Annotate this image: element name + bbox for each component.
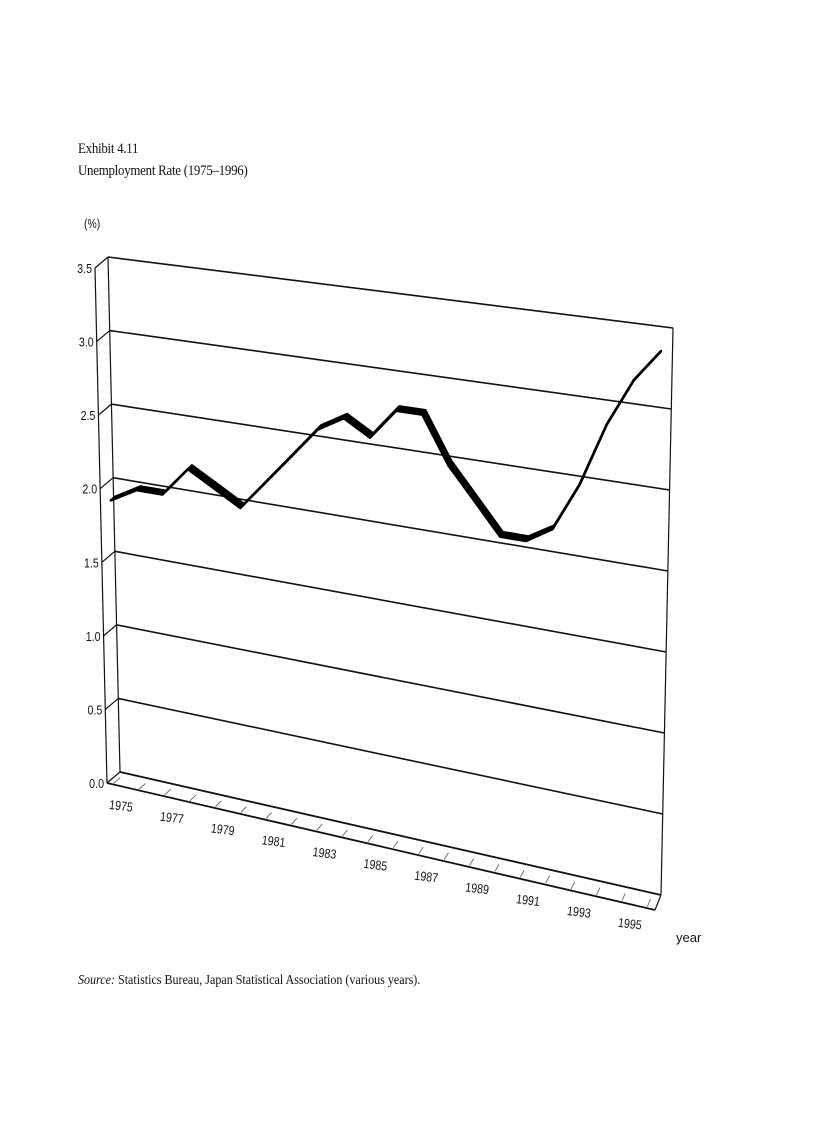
y-tick-label: 2.5	[81, 408, 96, 423]
x-tick	[265, 812, 273, 819]
x-tick-label: 1987	[414, 868, 439, 886]
x-tick	[215, 800, 222, 807]
y-tick-connector	[106, 771, 121, 784]
gridline-3.0	[109, 329, 672, 410]
y-tick-connector	[99, 477, 114, 490]
x-tick	[113, 777, 121, 784]
x-tick	[138, 783, 146, 790]
x-tick-label: 1991	[515, 891, 541, 909]
y-tick-label: 1.0	[86, 629, 101, 644]
y-tick-connector	[104, 697, 119, 710]
x-tick	[367, 835, 374, 843]
source-text: Statistics Bureau, Japan Statistical Ass…	[115, 973, 421, 988]
x-tick	[316, 823, 323, 831]
x-tick	[291, 817, 298, 825]
y-tick-label: 0.0	[89, 776, 104, 791]
gridline-0.5	[118, 697, 663, 815]
x-tick	[545, 875, 550, 884]
gridline-3.5	[107, 256, 674, 329]
y-tick-label: 3.5	[77, 261, 92, 276]
x-tick-label: 1993	[566, 903, 592, 921]
x-tick	[392, 841, 399, 849]
gridline-1.0	[116, 624, 665, 734]
y-tick-connector	[96, 330, 111, 343]
x-tick-label: 1979	[210, 820, 236, 838]
x-tick-label: 1989	[465, 879, 491, 897]
y-tick-label: 3.0	[79, 335, 94, 350]
x-tick-label: 1975	[108, 797, 134, 815]
x-tick	[570, 881, 576, 890]
x-tick-label: 1985	[363, 856, 389, 874]
y-tick-label: 2.0	[82, 482, 97, 497]
x-axis-unit: year	[676, 930, 702, 945]
y-tick-label: 1.5	[84, 555, 99, 570]
y-tick-connector	[103, 624, 117, 637]
x-tick-label: 1983	[312, 844, 338, 862]
x-tick	[596, 887, 601, 896]
x-tick	[240, 806, 247, 813]
gridline-2.0	[113, 476, 668, 572]
x-tick	[621, 893, 626, 901]
x-axis-ticks: 1975 1977 1979 1981 1983 1985 1987 1989 1991 1993…	[108, 777, 651, 933]
x-tick	[189, 794, 197, 802]
y-axis-unit: (%)	[84, 216, 101, 231]
x-tick	[164, 788, 172, 796]
gridlines	[107, 256, 674, 896]
x-tick	[519, 870, 525, 878]
y-tick-connector	[98, 403, 112, 416]
x-tick	[342, 829, 348, 837]
floor-right-edge	[654, 894, 662, 911]
back-left-edge	[107, 256, 121, 773]
chart-frame	[94, 256, 674, 911]
source-note: Source: Statistics Bureau, Japan Statist…	[78, 973, 420, 989]
y-tick-connector	[94, 256, 109, 269]
series-line	[110, 350, 662, 543]
y-axis-ticks: 0.0 0.5 1.0 1.5 2.0 2.5 3.0 3.5	[77, 256, 121, 791]
back-right-edge	[660, 327, 674, 896]
x-tick	[494, 864, 500, 872]
gridline-1.5	[114, 550, 667, 653]
y-axis-line	[94, 267, 108, 784]
chart-title: Unemployment Rate (1975–1996)	[78, 163, 248, 179]
x-tick	[469, 858, 475, 866]
x-tick	[443, 852, 449, 860]
x-axis-line	[106, 782, 656, 911]
x-tick	[418, 846, 424, 854]
x-tick-label: 1995	[617, 915, 643, 933]
y-tick-connector	[101, 550, 116, 563]
x-tick-label: 1981	[261, 832, 287, 850]
gridline-0.0	[119, 771, 662, 896]
exhibit-number: Exhibit 4.11	[78, 141, 139, 157]
x-tick-label: 1977	[159, 809, 184, 827]
data-series-line	[109, 349, 663, 543]
x-tick	[647, 898, 651, 907]
y-tick-label: 0.5	[87, 702, 102, 717]
gridline-2.5	[111, 403, 670, 491]
source-label: Source:	[78, 973, 116, 988]
